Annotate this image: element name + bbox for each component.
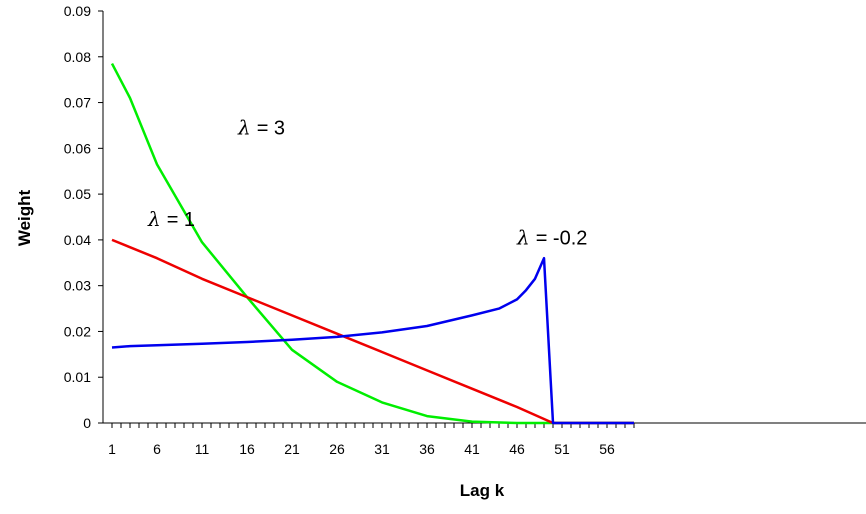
axes xyxy=(102,11,866,424)
x-tick-label: 1 xyxy=(108,441,116,457)
y-axis-ticks: 0 0.01 0.02 0.03 0.04 0.05 0.06 0.07 0.08 0.09 xyxy=(64,3,103,431)
lambda-symbol: λ xyxy=(237,116,251,140)
y-axis-title: Weight xyxy=(15,189,34,246)
x-tick-label: 46 xyxy=(509,441,525,457)
series-line-lambda-neg0-2 xyxy=(111,256,634,425)
lambda-value: = -0.2 xyxy=(536,227,588,249)
y-tick-label: 0.09 xyxy=(64,3,91,19)
lambda-value: = 3 xyxy=(257,118,285,140)
y-tick-label: 0.06 xyxy=(64,140,91,156)
lambda-symbol: λ xyxy=(147,207,161,231)
x-tick-label: 6 xyxy=(153,441,161,457)
annotation-lambda-1: λ = 1 xyxy=(147,207,195,231)
y-tick-label: 0.02 xyxy=(64,323,91,339)
x-tick-label: 31 xyxy=(374,441,390,457)
y-tick-label: 0.01 xyxy=(64,369,91,385)
y-tick-label: 0.04 xyxy=(64,232,91,248)
x-tick-label: 11 xyxy=(195,441,210,457)
x-tick-label: 16 xyxy=(239,441,255,457)
x-axis-ticks: 1 6 11 16 21 26 31 36 41 46 51 56 xyxy=(108,423,635,457)
x-tick-label: 21 xyxy=(284,441,300,457)
y-tick-label: 0.03 xyxy=(64,278,91,294)
y-tick-label: 0.05 xyxy=(64,186,91,202)
x-tick-label: 56 xyxy=(599,441,615,457)
series-layer xyxy=(110,63,634,425)
annotation-lambda-neg0-2: λ = -0.2 xyxy=(516,225,587,249)
x-tick-label: 36 xyxy=(419,441,435,457)
x-tick-label: 26 xyxy=(329,441,345,457)
lambda-value: = 1 xyxy=(167,209,195,231)
x-axis-title: Lag k xyxy=(460,481,505,500)
x-tick-label: 51 xyxy=(554,441,570,457)
series-line-lambda-1 xyxy=(111,238,634,425)
y-tick-label: 0.08 xyxy=(64,49,91,65)
y-tick-label: 0.07 xyxy=(64,95,91,111)
y-tick-label: 0 xyxy=(83,415,91,431)
lambda-symbol: λ xyxy=(516,225,530,249)
annotation-lambda-3: λ = 3 xyxy=(237,116,285,140)
series-line-lambda-3 xyxy=(110,63,634,425)
x-tick-label: 41 xyxy=(464,441,480,457)
annotations: λ = 3 λ = 1 λ = -0.2 xyxy=(147,116,587,250)
